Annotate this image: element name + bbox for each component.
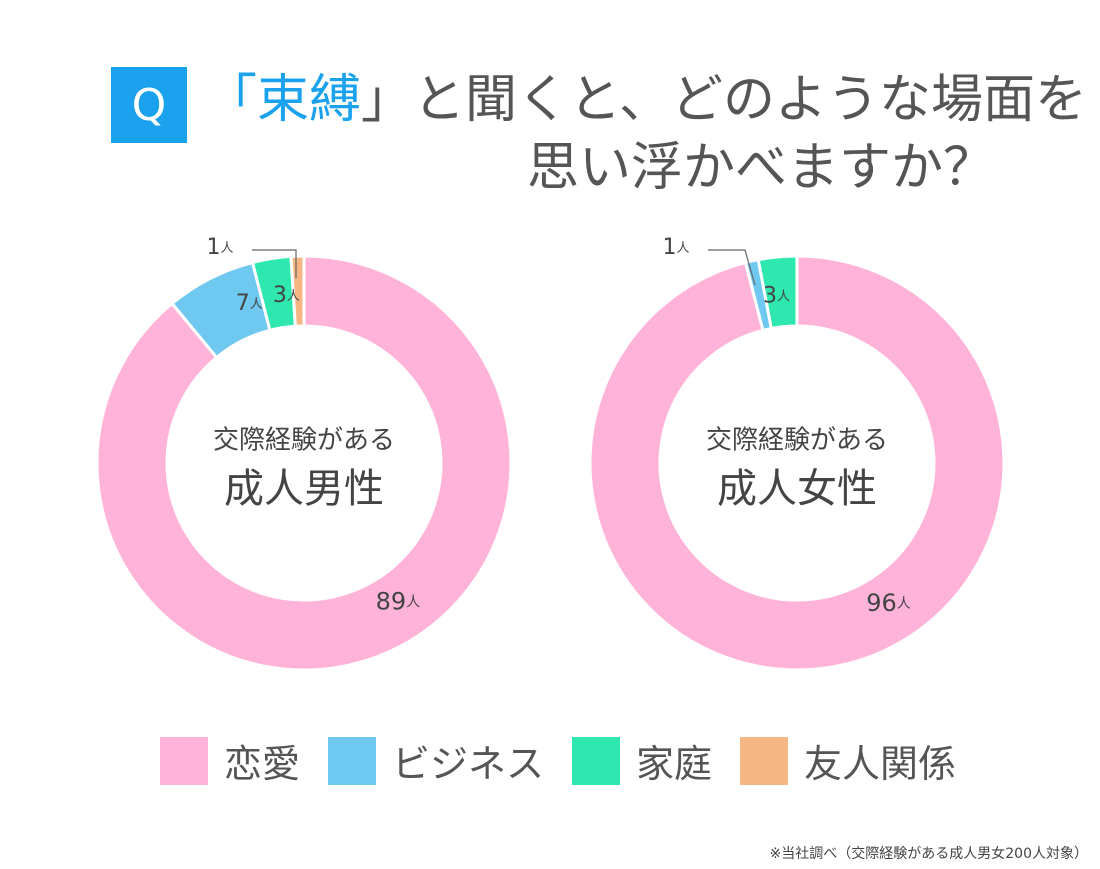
center-label-top: 交際経験がある	[213, 426, 395, 456]
data-label-romance: 89人	[376, 587, 421, 615]
center-label-top: 交際経験がある	[706, 426, 888, 456]
legend-item-business: ビジネス	[328, 733, 544, 788]
question-title: 「束縛」と聞くと、どのような場面を 思い浮かべますか？	[205, 66, 1087, 202]
center-label-main: 成人女性	[717, 466, 877, 512]
data-label-romance: 96人	[866, 589, 911, 617]
slice-romance	[588, 254, 1006, 672]
slice-romance	[95, 254, 513, 672]
legend-item-friendship: 友人関係	[740, 733, 956, 788]
legend-swatch-family	[572, 736, 621, 785]
data-label-friendship: 1人	[206, 235, 233, 260]
data-label-business: 1人	[662, 235, 689, 260]
slice-family	[756, 254, 799, 330]
title-line-1-rest: 」と聞くと、どのような場面を	[361, 70, 1087, 130]
legend-label-business: ビジネス	[392, 742, 545, 786]
legend-label-romance: 恋愛	[224, 742, 301, 786]
center-label-main: 成人男性	[224, 466, 384, 512]
data-label-family: 3人	[763, 283, 790, 308]
legend-item-family: 家庭	[572, 733, 712, 788]
legend-swatch-romance	[160, 736, 208, 785]
title-keyword: 束縛	[257, 70, 362, 130]
title-line-1: 「束縛」と聞くと、どのような場面を	[205, 66, 1087, 134]
legend-item-romance: 恋愛	[160, 733, 300, 788]
slice-friendship	[289, 254, 306, 328]
question-badge: Q	[111, 67, 187, 143]
footnote: ※当社調べ（交際経験がある成人男女200人対象）	[769, 846, 1088, 862]
data-label-business: 7人	[236, 291, 263, 316]
legend: 恋愛 ビジネス 家庭 友人関係	[160, 733, 984, 788]
legend-swatch-friendship	[740, 736, 789, 785]
callout-line-business	[708, 249, 756, 286]
legend-swatch-business	[328, 736, 377, 785]
title-open-bracket: 「	[205, 70, 258, 130]
data-label-family: 3人	[273, 283, 300, 308]
callout-line-friendship	[252, 249, 297, 278]
title-line-2: 思い浮かべますか？	[526, 138, 995, 198]
legend-label-friendship: 友人関係	[804, 742, 957, 786]
legend-label-family: 家庭	[636, 742, 713, 786]
